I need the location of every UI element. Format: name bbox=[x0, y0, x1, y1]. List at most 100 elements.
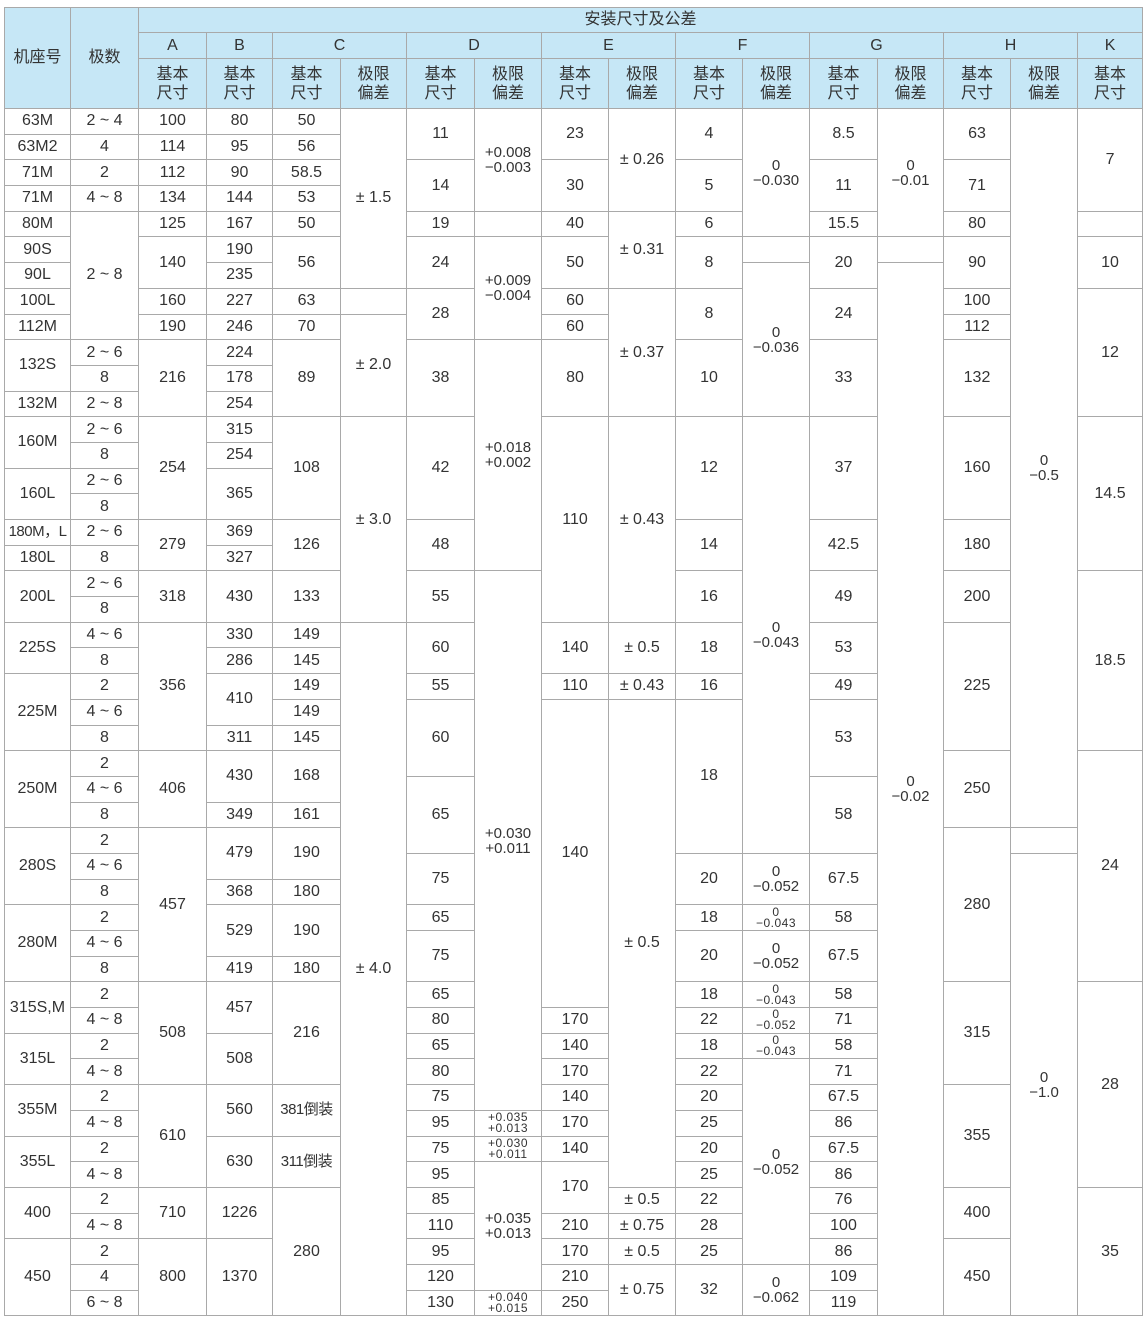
cell-a: 800 bbox=[138, 1238, 207, 1317]
table-row: 250M 2 406 430 168 250 24 bbox=[4, 750, 1144, 983]
cell-c-basic: 280 bbox=[272, 1186, 341, 1317]
cell-f-basic: 12 bbox=[675, 416, 743, 520]
table-row: 355M 2 610 560 381倒装 75 140 20 67.5 355 bbox=[4, 1084, 1143, 1188]
header-group-E: E bbox=[541, 32, 676, 59]
cell-poles: 2 bbox=[70, 981, 139, 1009]
cell-poles: 2 bbox=[70, 1032, 139, 1060]
cell-poles: 4 ~ 8 bbox=[70, 1161, 139, 1188]
cell-c-basic: 180 bbox=[272, 878, 341, 906]
cell-h-basic: 450 bbox=[943, 1238, 1011, 1317]
cell-f-basic: 16 bbox=[675, 570, 743, 623]
cell-h-tol: 0 −0.5 bbox=[1010, 107, 1078, 829]
table-row: 8 bbox=[5, 596, 1143, 623]
cell-b: 330 bbox=[206, 621, 273, 649]
cell-c-basic: 180 bbox=[272, 955, 341, 983]
cell-d-basic: 14 bbox=[406, 159, 475, 212]
cell-e-basic: 140 bbox=[541, 1032, 609, 1060]
cell-a: 112 bbox=[138, 159, 207, 187]
table-row: 225M 2 410 149 55 110 ± 0.43 16 49 bbox=[4, 673, 1143, 752]
cell-c-tol bbox=[340, 287, 407, 315]
cell-c-basic: 50 bbox=[272, 210, 341, 238]
table-row: 4 ~ 6 149 60 140 ± 0.5 18 53 bbox=[5, 698, 1143, 1188]
cell-k-basic: 7 bbox=[1076, 108, 1144, 212]
header-F-tolerance: 极限 偏差 bbox=[742, 58, 810, 109]
table-row: 200L 2 ~ 6 318 430 133 55 +0.030 +0.011 16 49 200… bbox=[4, 570, 1144, 1111]
cell-g-basic: 58 bbox=[809, 775, 878, 854]
cell-frame: 90S bbox=[4, 236, 71, 264]
cell-poles: 4 bbox=[70, 1263, 139, 1291]
cell-e-basic: 110 bbox=[541, 673, 609, 700]
cell-h-tol: 0 −1.0 bbox=[1010, 852, 1078, 1317]
cell-d-basic: 38 bbox=[406, 339, 475, 418]
header-poles: 极数 bbox=[70, 7, 139, 109]
cell-k-basic: 18.5 bbox=[1076, 570, 1144, 752]
cell-h-basic: 112 bbox=[943, 313, 1011, 341]
cell-d-tol: +0.030 +0.011 bbox=[474, 1135, 542, 1163]
cell-d-basic: 95 bbox=[406, 1238, 475, 1265]
header-group-G: G bbox=[809, 32, 944, 59]
cell-frame: 71M bbox=[4, 159, 71, 187]
cell-f-basic: 16 bbox=[675, 673, 743, 700]
cell-poles: 8 bbox=[70, 955, 139, 983]
cell-k-basic: 28 bbox=[1076, 981, 1144, 1188]
header-D-tolerance: 极限 偏差 bbox=[474, 58, 542, 109]
cell-frame: 80M bbox=[4, 210, 71, 238]
header-C-basic: 基本 尺寸 bbox=[272, 58, 341, 109]
header-A-basic: 基本 尺寸 bbox=[138, 58, 207, 109]
cell-b: 430 bbox=[206, 750, 273, 803]
cell-a: 279 bbox=[138, 518, 207, 572]
cell-poles: 4 ~ 6 bbox=[70, 775, 139, 803]
cell-b: 630 bbox=[206, 1135, 273, 1188]
cell-b: 479 bbox=[206, 827, 273, 880]
cell-f-tol: 0 −0.043 bbox=[742, 1032, 810, 1060]
cell-f-basic: 5 bbox=[675, 159, 743, 212]
cell-f-tol: 0 −0.052 bbox=[742, 1058, 810, 1265]
table-row: 160M 2 ~ 6 254 315 108 ± 3.0 42 110 ± 0.43 12 0 −0… bbox=[4, 416, 1144, 854]
cell-c-basic: 311倒装 bbox=[272, 1135, 341, 1188]
cell-f-basic: 18 bbox=[675, 1032, 743, 1060]
header-frame: 机座号 bbox=[4, 7, 71, 109]
table-row: 315L 2 508 65 140 18 0 −0.043 58 bbox=[4, 1032, 1143, 1086]
cell-b: 457 bbox=[206, 981, 273, 1034]
cell-frame: 280S bbox=[4, 827, 71, 906]
cell-e-basic: 250 bbox=[541, 1289, 609, 1317]
cell-b: 365 bbox=[206, 467, 273, 521]
cell-frame: 100L bbox=[4, 287, 71, 315]
cell-e-basic: 170 bbox=[541, 1109, 609, 1137]
cell-b: 144 bbox=[206, 185, 273, 212]
cell-a: 254 bbox=[138, 416, 207, 520]
cell-g-basic: 8.5 bbox=[809, 107, 878, 161]
cell-f-tol: 0 −0.052 bbox=[742, 929, 810, 983]
cell-poles: 2 ~ 6 bbox=[70, 570, 139, 598]
cell-frame: 132S bbox=[4, 339, 71, 392]
cell-f-basic: 8 bbox=[675, 236, 743, 289]
header-group-H: H bbox=[943, 32, 1078, 59]
cell-c-basic: 53 bbox=[272, 185, 341, 212]
cell-frame: 71M bbox=[4, 185, 71, 212]
cell-g-basic: 20 bbox=[809, 236, 878, 289]
cell-d-basic: 75 bbox=[406, 852, 475, 906]
cell-d-basic: 60 bbox=[406, 698, 475, 777]
cell-frame: 280M bbox=[4, 904, 71, 983]
cell-e-basic: 210 bbox=[541, 1212, 609, 1240]
cell-poles: 8 bbox=[70, 801, 139, 829]
cell-d-basic: 130 bbox=[406, 1289, 475, 1317]
cell-c-basic: 56 bbox=[272, 236, 341, 289]
cell-b: 315 bbox=[206, 416, 273, 443]
cell-poles: 2 ~ 8 bbox=[70, 390, 139, 418]
mounting-dimensions-table: 机座号 极数 安装尺寸及公差 A B C D E F G H K 基本 尺寸 基… bbox=[4, 7, 1144, 1317]
cell-poles: 8 bbox=[70, 493, 139, 520]
cell-d-basic: 95 bbox=[406, 1109, 475, 1137]
cell-poles: 4 ~ 6 bbox=[70, 852, 139, 880]
cell-e-basic: 23 bbox=[541, 107, 609, 161]
cell-b: 178 bbox=[206, 364, 273, 392]
table-row: 8 368 180 bbox=[5, 878, 1143, 906]
cell-g-basic: 49 bbox=[809, 673, 878, 700]
cell-g-basic: 86 bbox=[809, 1109, 878, 1137]
cell-frame: 450 bbox=[4, 1238, 71, 1317]
cell-f-tol: 0 −0.030 bbox=[742, 107, 810, 238]
cell-g-basic: 33 bbox=[809, 339, 878, 418]
cell-b: 369 bbox=[206, 519, 273, 546]
cell-b: 1226 bbox=[206, 1186, 273, 1240]
cell-c-tol: ± 4.0 bbox=[340, 621, 407, 1317]
